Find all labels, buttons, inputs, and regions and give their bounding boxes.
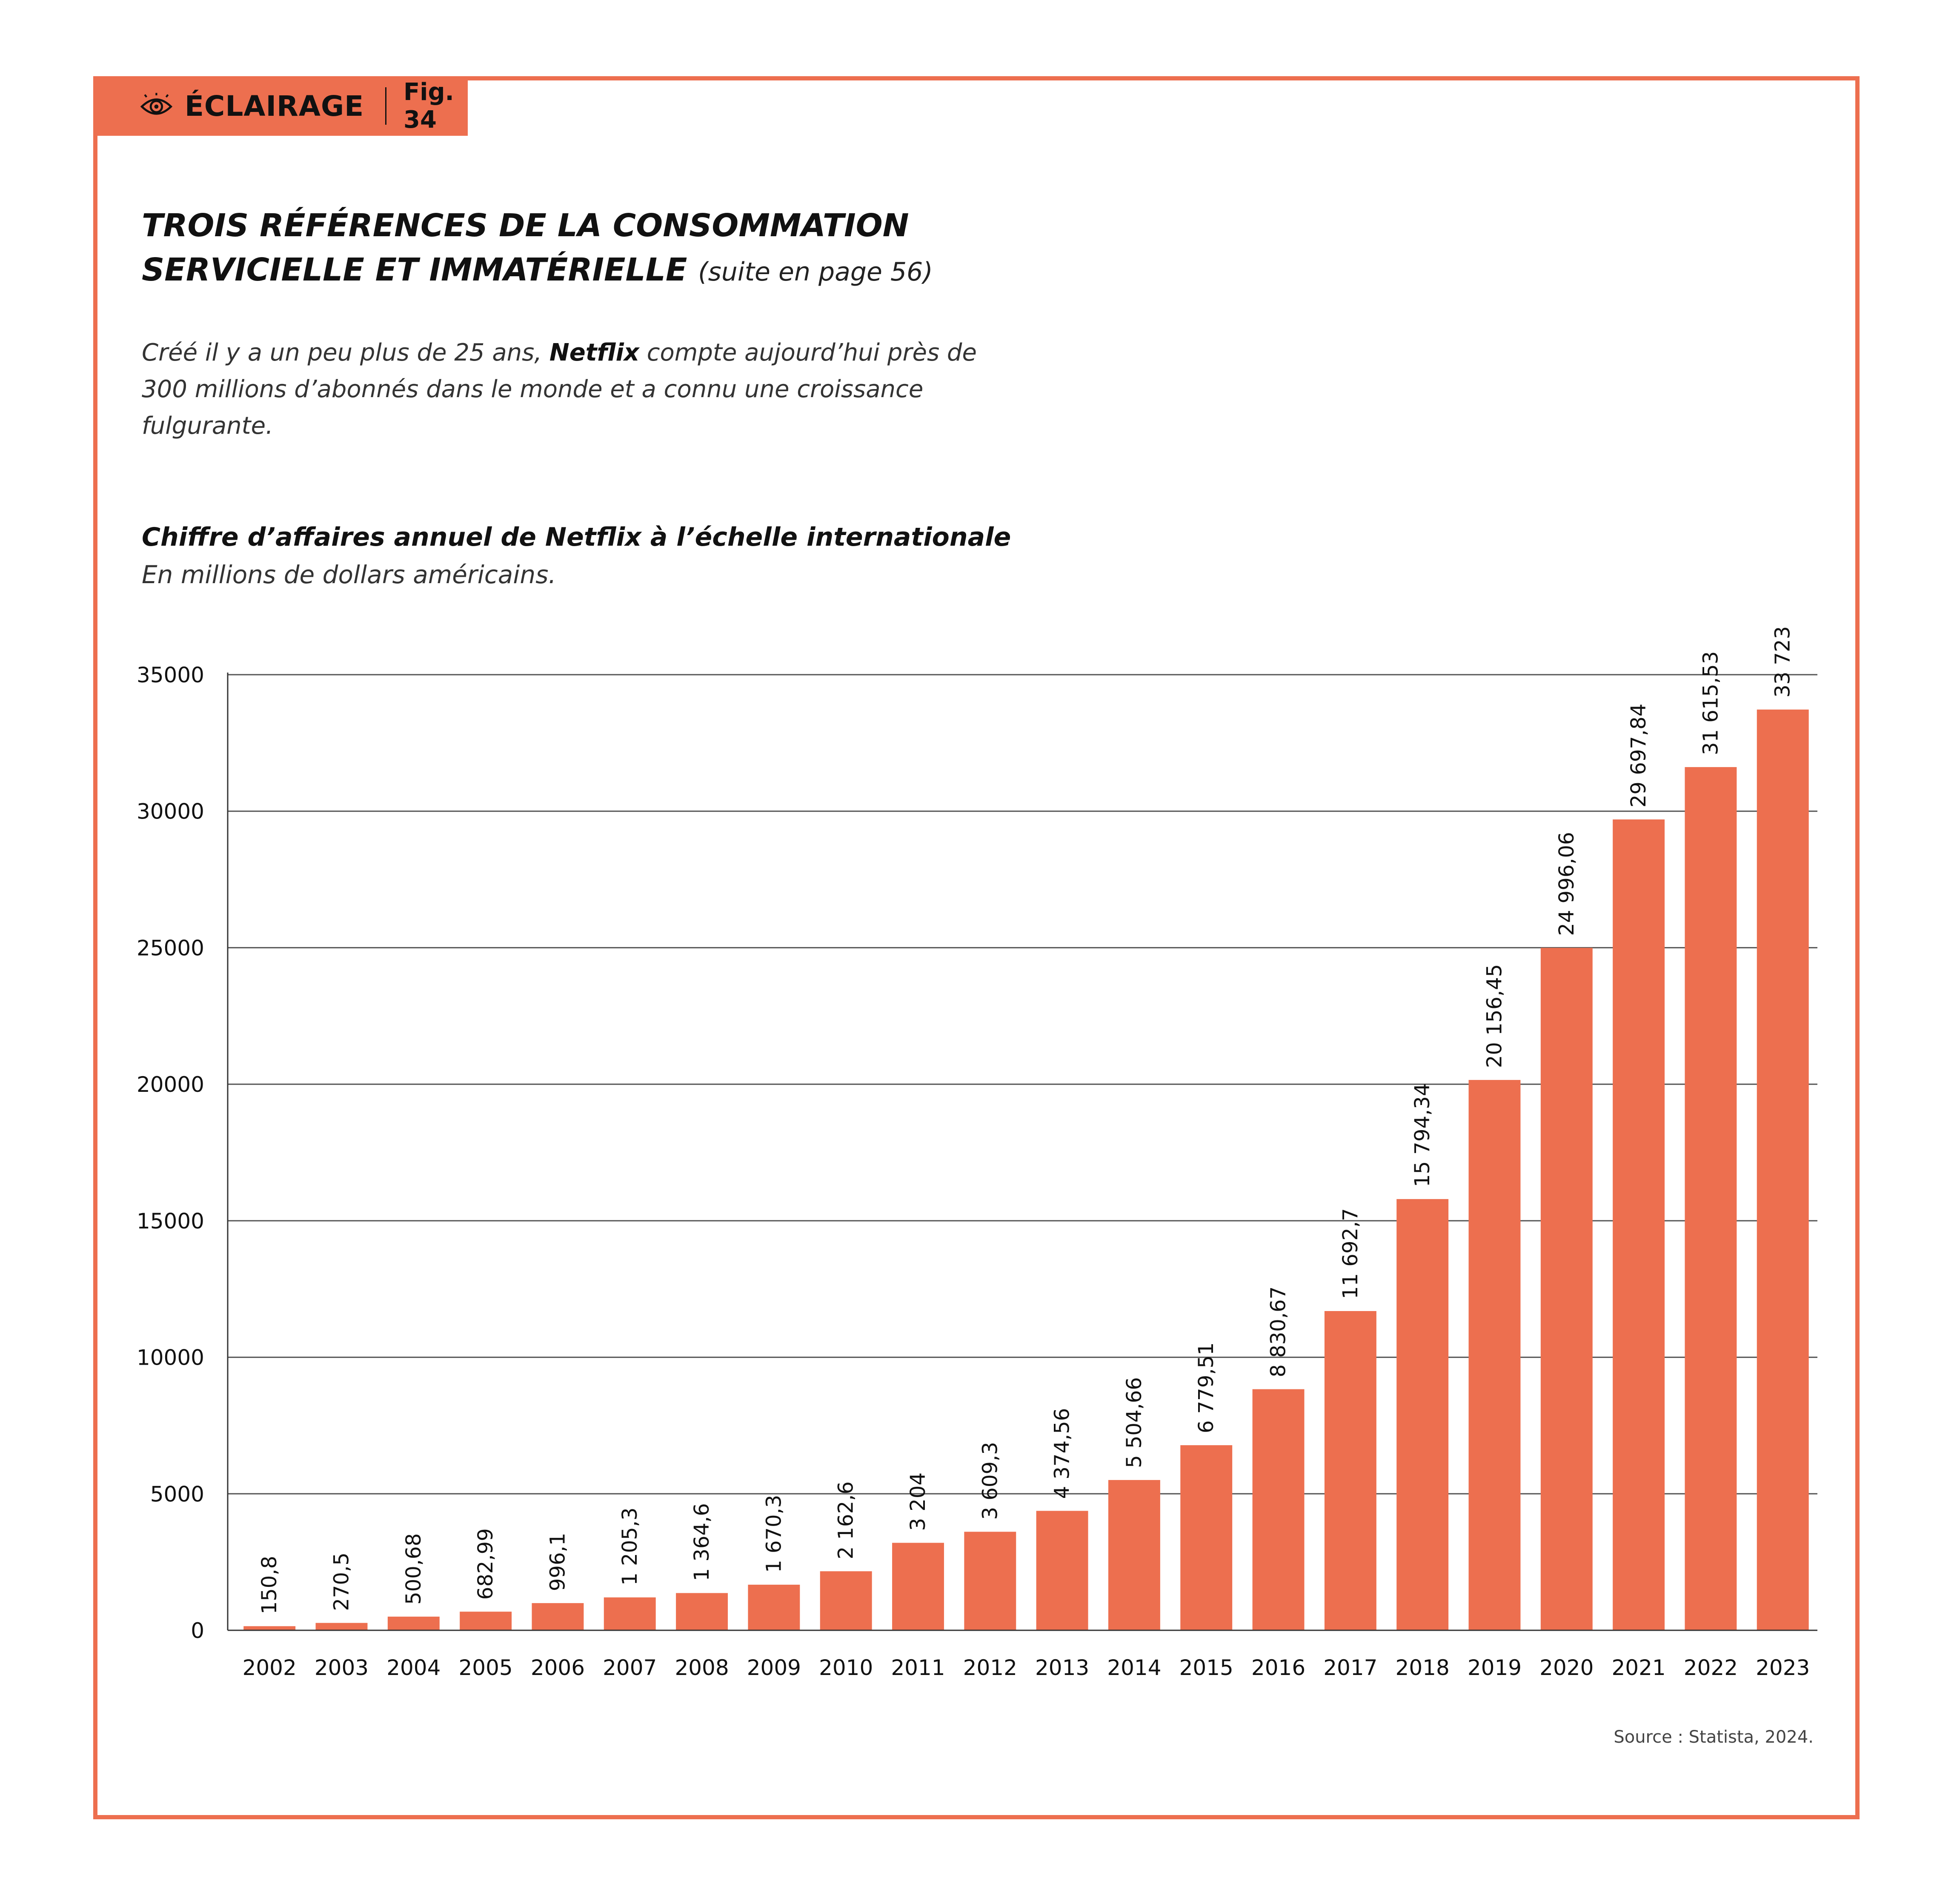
x-tick-label: 2020 — [1539, 1655, 1594, 1680]
badge-label: ÉCLAIRAGE — [184, 89, 364, 123]
x-tick-label: 2012 — [963, 1655, 1017, 1680]
chart-unit: En millions de dollars américains. — [142, 560, 556, 589]
data-label-2009: 1 670,3 — [762, 1495, 786, 1573]
y-tick-label: 20000 — [137, 1072, 204, 1097]
data-label-2004: 500,68 — [402, 1533, 426, 1605]
figure-number: Fig. 34 — [403, 78, 454, 134]
bar-2010 — [820, 1571, 872, 1630]
bar-2016 — [1252, 1389, 1305, 1630]
figure-badge: ÉCLAIRAGE Fig. 34 — [93, 76, 468, 136]
x-tick-label: 2016 — [1251, 1655, 1305, 1680]
x-tick-label: 2008 — [675, 1655, 729, 1680]
x-tick-label: 2021 — [1611, 1655, 1665, 1680]
x-tick-label: 2004 — [386, 1655, 441, 1680]
bar-2008 — [676, 1593, 728, 1630]
data-label-2014: 5 504,66 — [1122, 1377, 1146, 1468]
bar-2023 — [1757, 709, 1809, 1630]
eye-icon — [140, 93, 173, 115]
data-label-2010: 2 162,6 — [834, 1481, 858, 1559]
data-label-2017: 11 692,7 — [1339, 1208, 1362, 1299]
x-tick-label: 2014 — [1107, 1655, 1161, 1680]
title-line-1: TROIS RÉFÉRENCES DE LA CONSOMMATION — [142, 207, 909, 244]
source-note: Source : Statista, 2024. — [1614, 1727, 1814, 1747]
bar-2019 — [1468, 1080, 1521, 1630]
x-tick-label: 2022 — [1684, 1655, 1738, 1680]
x-tick-label: 2019 — [1468, 1655, 1522, 1680]
bar-2002 — [243, 1626, 296, 1630]
x-tick-label: 2018 — [1396, 1655, 1450, 1680]
bar-2003 — [315, 1623, 368, 1630]
bar-2006 — [532, 1603, 584, 1630]
data-label-2008: 1 364,6 — [690, 1503, 714, 1581]
x-tick-label: 2023 — [1756, 1655, 1810, 1680]
page-title: TROIS RÉFÉRENCES DE LA CONSOMMATION SERV… — [142, 203, 1163, 294]
bar-2012 — [964, 1532, 1016, 1630]
data-label-2002: 150,8 — [258, 1556, 281, 1614]
bar-2022 — [1685, 767, 1737, 1630]
x-tick-label: 2006 — [531, 1655, 585, 1680]
chart-title: Chiffre d’affaires annuel de Netflix à l… — [142, 522, 1011, 552]
data-label-2023: 33 723 — [1771, 626, 1795, 698]
data-label-2007: 1 205,3 — [618, 1507, 642, 1585]
data-label-2003: 270,5 — [330, 1552, 354, 1611]
data-label-2018: 15 794,34 — [1411, 1083, 1434, 1187]
data-label-2005: 682,99 — [474, 1528, 498, 1600]
y-tick-label: 30000 — [137, 799, 204, 824]
bar-2005 — [460, 1612, 512, 1630]
intro-text-before: Créé il y a un peu plus de 25 ans, — [142, 339, 549, 366]
y-tick-label: 5000 — [150, 1482, 204, 1506]
bar-2009 — [748, 1584, 800, 1630]
figure-frame — [93, 76, 1860, 1819]
intro-text-after: compte aujourd’hui près de 300 millions … — [142, 339, 977, 440]
bar-2013 — [1036, 1511, 1088, 1630]
x-tick-label: 2013 — [1035, 1655, 1089, 1680]
x-tick-label: 2003 — [315, 1655, 369, 1680]
data-label-2013: 4 374,56 — [1050, 1408, 1074, 1499]
y-tick-label: 10000 — [137, 1346, 204, 1370]
data-label-2019: 20 156,45 — [1482, 964, 1506, 1068]
data-label-2012: 3 609,3 — [978, 1442, 1002, 1520]
data-label-2022: 31 615,53 — [1699, 651, 1722, 755]
x-tick-label: 2005 — [459, 1655, 513, 1680]
bar-2007 — [604, 1597, 656, 1630]
data-label-2021: 29 697,84 — [1627, 704, 1651, 807]
bar-2021 — [1613, 819, 1665, 1630]
data-label-2015: 6 779,51 — [1194, 1342, 1218, 1433]
bar-2015 — [1180, 1445, 1233, 1630]
data-label-2020: 24 996,06 — [1555, 832, 1579, 936]
bar-2011 — [892, 1543, 944, 1630]
title-line-2: SERVICIELLE ET IMMATÉRIELLE — [142, 252, 687, 288]
y-tick-label: 35000 — [137, 663, 204, 687]
bar-2017 — [1324, 1311, 1376, 1630]
data-label-2011: 3 204 — [906, 1472, 930, 1531]
x-tick-label: 2007 — [603, 1655, 657, 1680]
intro-paragraph: Créé il y a un peu plus de 25 ans, Netfl… — [142, 335, 993, 444]
x-tick-label: 2009 — [747, 1655, 801, 1680]
x-tick-label: 2011 — [891, 1655, 945, 1680]
y-tick-label: 15000 — [137, 1209, 204, 1234]
badge-divider — [385, 87, 386, 125]
intro-brand: Netflix — [549, 339, 639, 366]
x-tick-label: 2017 — [1323, 1655, 1377, 1680]
data-label-2016: 8 830,67 — [1267, 1286, 1290, 1377]
bar-2004 — [387, 1616, 440, 1630]
bar-2020 — [1540, 948, 1593, 1630]
x-tick-label: 2010 — [819, 1655, 873, 1680]
y-tick-label: 25000 — [137, 936, 204, 960]
title-continuation: (suite en page 56) — [698, 257, 933, 287]
bar-2018 — [1396, 1199, 1449, 1630]
data-label-2006: 996,1 — [546, 1533, 569, 1591]
x-tick-label: 2015 — [1179, 1655, 1233, 1680]
x-tick-label: 2002 — [243, 1655, 297, 1680]
bar-2014 — [1108, 1480, 1160, 1630]
y-tick-label: 0 — [191, 1618, 204, 1643]
